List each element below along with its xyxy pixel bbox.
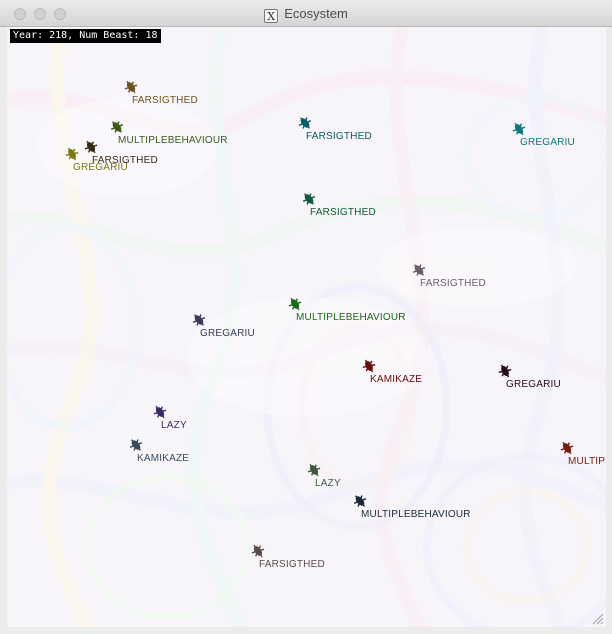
beast-icon — [288, 297, 302, 311]
beast-icon — [307, 463, 321, 477]
beast-label: MULTIPLEBEHAVIOUR — [361, 509, 471, 520]
beast-label: FARSIGTHED — [259, 559, 325, 570]
beast-label: MULTIP — [568, 456, 606, 467]
status-readout: Year: 218, Num Beast: 18 — [10, 29, 161, 43]
window-title: Ecosystem — [284, 6, 348, 21]
beast-label: KAMIKAZE — [370, 374, 423, 385]
beast-icon — [192, 314, 206, 326]
beast-label: KAMIKAZE — [137, 453, 190, 464]
beast-icon — [124, 80, 138, 94]
beast-icon — [560, 441, 574, 455]
beast-label: LAZY — [161, 420, 187, 431]
title-bar[interactable]: X Ecosystem — [0, 0, 612, 27]
beast-label: FARSIGTHED — [420, 278, 486, 289]
beast-icon — [65, 147, 79, 161]
resize-grip-icon[interactable] — [592, 613, 604, 625]
beast-icon — [298, 117, 312, 129]
close-button[interactable] — [14, 8, 26, 20]
zoom-button[interactable] — [54, 8, 66, 20]
beast-label: MULTIPLEBEHAVIOUR — [118, 135, 228, 146]
window-title-area: X Ecosystem — [0, 6, 612, 23]
beast-icon — [362, 359, 376, 373]
beast-icon — [412, 264, 426, 276]
beast-icon — [512, 122, 526, 136]
beast-icon — [251, 544, 265, 558]
beast-label: GREGARIU — [506, 379, 561, 390]
minimize-button[interactable] — [34, 8, 46, 20]
beast-icon — [110, 121, 124, 133]
beast-label: FARSIGTHED — [306, 131, 372, 142]
simulation-canvas[interactable]: Year: 218, Num Beast: 18 FARSIGTHED MULTI… — [7, 27, 606, 627]
beast-icon — [153, 405, 167, 419]
x11-icon: X — [264, 9, 279, 23]
beast-icon — [353, 495, 367, 507]
beast-icon — [84, 140, 98, 154]
beast-label: MULTIPLEBEHAVIOUR — [296, 312, 406, 323]
beast-icon — [129, 439, 143, 451]
beast-label: GREGARIU — [73, 162, 128, 173]
beast-label: GREGARIU — [520, 137, 575, 148]
beast-label: FARSIGTHED — [310, 207, 376, 218]
beast-label: GREGARIU — [200, 328, 255, 339]
beast-label: FARSIGTHED — [132, 95, 198, 106]
beast-label: LAZY — [315, 478, 341, 489]
beast-label: FARSIGTHED — [92, 155, 158, 166]
beast-icon — [302, 193, 316, 205]
beast-icon — [498, 364, 512, 378]
